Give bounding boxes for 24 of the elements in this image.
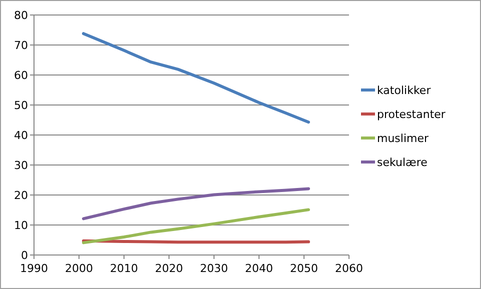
y-tick-label: 20 — [14, 188, 28, 202]
line-series — [82, 208, 310, 244]
y-tick-label: 50 — [14, 98, 28, 112]
line-series — [82, 32, 310, 124]
x-tick-label: 2000 — [65, 262, 93, 275]
y-tick-label: 30 — [14, 158, 28, 172]
legend-label: muslimer — [377, 132, 430, 145]
x-tick-label: 2040 — [245, 262, 273, 275]
y-tick-label: 80 — [14, 8, 28, 22]
x-tick-label: 1990 — [20, 262, 48, 275]
x-tick-label: 2020 — [155, 262, 183, 275]
y-tick-label: 10 — [14, 218, 28, 232]
legend-label: sekulære — [377, 156, 428, 169]
x-tick-label: 2050 — [290, 262, 318, 275]
line-series — [82, 187, 310, 220]
x-tick-label: 2060 — [335, 262, 363, 275]
y-tick-label: 70 — [14, 38, 28, 52]
x-tick-label: 2010 — [110, 262, 138, 275]
y-tick-label: 60 — [14, 68, 28, 82]
x-tick-label: 2030 — [200, 262, 228, 275]
y-tick-label: 40 — [14, 128, 28, 142]
legend-label: protestanter — [377, 108, 446, 121]
legend-label: katolikker — [377, 84, 432, 97]
y-tick-label: 0 — [21, 248, 28, 262]
